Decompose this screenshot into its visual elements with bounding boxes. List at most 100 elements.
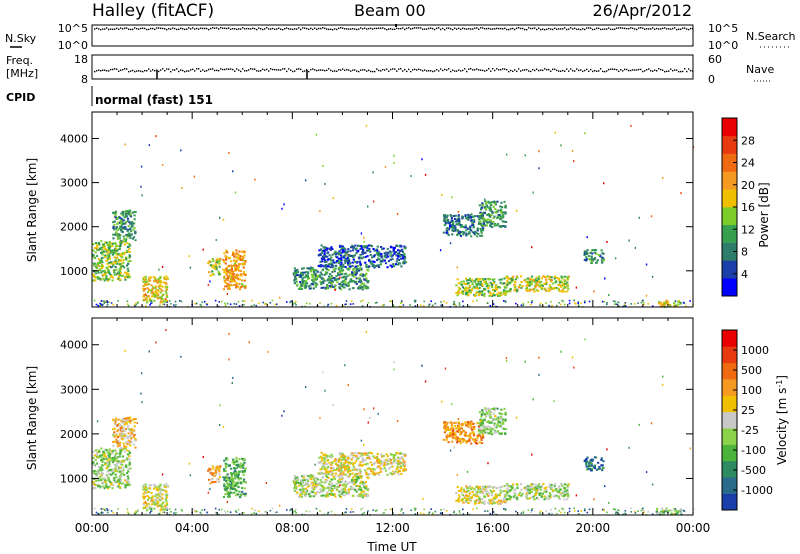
power-cell	[311, 276, 314, 279]
power-cell	[322, 246, 325, 249]
velocity-cell	[359, 493, 362, 496]
velocity-cell	[228, 479, 232, 482]
power-cell	[379, 259, 383, 262]
power-cell	[356, 270, 359, 273]
power-cell	[477, 232, 480, 235]
power-cell	[601, 261, 604, 264]
power-cell	[485, 224, 488, 227]
velocity-cell	[341, 478, 344, 481]
velocity-cell	[124, 464, 128, 467]
power-cell	[396, 249, 400, 252]
velocity-cell	[358, 488, 361, 491]
velocity-cell	[154, 495, 157, 498]
power-cell	[478, 215, 481, 218]
nsky-point	[416, 27, 418, 29]
nsky-point	[166, 28, 168, 31]
power-cell	[532, 191, 534, 194]
velocity-cell	[330, 484, 333, 487]
power-cell	[593, 290, 595, 293]
velocity-cell	[350, 458, 353, 461]
velocity-cell	[241, 457, 244, 460]
power-cell	[467, 294, 470, 297]
power-cell	[376, 301, 378, 304]
velocity-cell	[468, 434, 471, 437]
power-cell	[230, 274, 233, 277]
velocity-cell	[111, 487, 114, 490]
power-cell	[360, 283, 363, 286]
freq-point	[532, 68, 534, 71]
power-cell	[113, 228, 116, 231]
velocity-cell	[226, 473, 229, 476]
nsky-point	[222, 27, 224, 29]
freq-point	[614, 68, 616, 70]
velocity-cell	[128, 458, 131, 461]
power-cell	[457, 292, 460, 295]
power-cell	[353, 281, 357, 284]
nsky-point	[688, 28, 690, 31]
velocity-cell	[352, 453, 355, 456]
freq-point	[686, 70, 688, 73]
velocity-cell	[342, 487, 345, 490]
power-cell	[97, 258, 101, 261]
power-cell	[451, 229, 454, 232]
power-cell	[122, 235, 125, 238]
power-cell	[560, 303, 562, 306]
power-cell	[94, 279, 97, 282]
nsky-point	[658, 28, 660, 30]
velocity-cell	[385, 458, 388, 461]
nsky-point	[674, 27, 676, 29]
power-cell	[493, 294, 496, 297]
power-cell	[101, 270, 104, 273]
velocity-cell	[352, 476, 355, 479]
power-cell	[473, 218, 476, 221]
power-cell	[471, 224, 474, 227]
power-cell	[346, 256, 350, 259]
power-cell	[355, 280, 358, 283]
velocity-cell	[338, 457, 341, 460]
velocity-cell	[448, 432, 452, 435]
nsky-point	[140, 27, 142, 30]
velocity-cell	[342, 483, 345, 486]
velocity-cell	[118, 444, 121, 447]
velocity-cell	[104, 463, 107, 466]
freq-point	[352, 69, 354, 71]
nsky-point	[516, 27, 518, 29]
velocity-cell	[346, 475, 349, 478]
power-cell	[341, 265, 344, 268]
power-cell	[126, 220, 130, 223]
power-cell	[467, 218, 470, 221]
freq-point	[632, 69, 634, 71]
power-cell	[319, 265, 322, 268]
velocity-cell	[361, 460, 364, 463]
power-cell	[243, 254, 246, 257]
power-cell	[359, 285, 362, 288]
nave-label: Nave	[746, 63, 774, 76]
power-cell	[340, 261, 343, 264]
power-cell	[237, 285, 240, 288]
velocity-cell	[228, 484, 232, 487]
power-cell	[96, 275, 99, 278]
power-cell	[535, 284, 538, 287]
velocity-cell	[239, 480, 242, 483]
power-cell	[353, 272, 356, 275]
power-cell	[453, 215, 456, 218]
nsky-point	[100, 28, 102, 31]
power-cell	[108, 244, 111, 247]
power-cell	[327, 265, 330, 268]
power-cell	[251, 299, 254, 302]
power-cell	[510, 280, 513, 283]
power-cell	[445, 220, 448, 223]
power-cell	[479, 227, 482, 230]
freq-point	[552, 68, 554, 71]
velocity-cell	[311, 476, 314, 479]
power-cell	[539, 304, 541, 307]
power-cell	[342, 282, 345, 285]
power-cell	[357, 256, 361, 259]
power-cell	[97, 264, 100, 267]
power-cell	[470, 289, 473, 292]
nsky-point	[320, 27, 322, 30]
power-cell	[100, 300, 103, 302]
power-cell	[218, 259, 221, 262]
freq-point	[378, 69, 380, 72]
power-cell	[373, 249, 376, 252]
